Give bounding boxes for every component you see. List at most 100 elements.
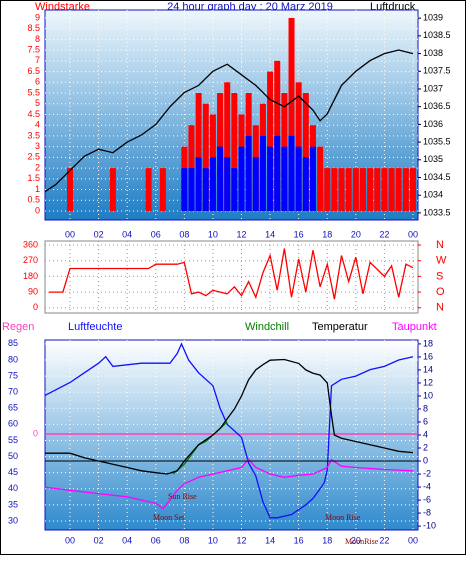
- y2-tick-label: 1037: [423, 83, 443, 93]
- wind-bar: [288, 135, 295, 211]
- y2-tick-label: 1033.5: [423, 207, 451, 217]
- y2-tick-label: 1038: [423, 48, 443, 58]
- y-tick-label: 2.5: [27, 152, 40, 162]
- wind-bar: [381, 168, 388, 211]
- y2-tick-label: 14: [423, 364, 433, 374]
- x-tick-label: 04: [122, 229, 132, 239]
- y-tick-label: 80: [8, 354, 18, 364]
- wind-bar: [295, 146, 302, 211]
- y2-tick-label: 1034: [423, 190, 443, 200]
- y-tick-label: 1: [35, 184, 40, 194]
- y-tick-label: 65: [8, 403, 18, 413]
- wind-bar: [202, 103, 209, 211]
- wind-bar: [181, 168, 188, 211]
- x-tick-label: 22: [379, 229, 389, 239]
- x-tick-label: 00: [408, 535, 418, 545]
- series-line: [44, 49, 414, 193]
- y-tick-label: 90: [28, 286, 38, 296]
- y-tick-label: 6: [35, 77, 40, 87]
- x-tick-label: 10: [208, 535, 218, 545]
- y2-tick-label: 1036: [423, 119, 443, 129]
- legend-label: Temperatur: [312, 321, 368, 333]
- y2-tick-label: 1036.5: [423, 101, 451, 111]
- x-tick-label: 22: [379, 535, 389, 545]
- wind-bar: [231, 93, 238, 211]
- x-tick-label: 20: [351, 229, 361, 239]
- wind-bar: [224, 157, 231, 211]
- legend-label: Windchill: [245, 321, 289, 333]
- x-tick-label: 00: [65, 535, 75, 545]
- wind-bar: [224, 82, 231, 211]
- wind-bar: [252, 157, 259, 211]
- x-tick-label: 12: [236, 535, 246, 545]
- wind-bar: [367, 168, 374, 211]
- x-tick-label: 10: [208, 229, 218, 239]
- y-tick-label: 60: [8, 419, 18, 429]
- wind-bar: [67, 168, 74, 211]
- wind-bar: [274, 135, 281, 211]
- wind-bar: [267, 71, 274, 211]
- y-tick-label: 9: [35, 12, 40, 22]
- y2-tick-label: -4: [423, 481, 431, 491]
- wind-bar: [195, 157, 202, 211]
- series-line: [44, 458, 414, 510]
- annotation: MoonRise: [345, 537, 379, 546]
- y3-tick-label: 0: [33, 428, 38, 438]
- series-line: [44, 342, 414, 519]
- y2-tick-label: 16: [423, 351, 433, 361]
- wind-bar: [245, 135, 252, 211]
- y2-tick-label: 1035.5: [423, 136, 451, 146]
- y2-tick-label: N: [436, 239, 444, 251]
- y2-tick-label: 6: [423, 416, 428, 426]
- wind-bar: [309, 146, 316, 211]
- wind-bar: [359, 168, 366, 211]
- wind-bar: [331, 168, 338, 211]
- y2-tick-label: 12: [423, 377, 433, 387]
- y-tick-label: 2: [35, 162, 40, 172]
- wind-bar: [302, 157, 309, 211]
- wind-bar: [409, 168, 416, 211]
- wind-bar: [188, 168, 195, 211]
- y-tick-label: 70: [8, 387, 18, 397]
- plot-area: [44, 240, 419, 314]
- legend-label: Regen: [2, 321, 34, 333]
- y-tick-label: 85: [8, 338, 18, 348]
- y-tick-label: 45: [8, 467, 18, 477]
- wind-bar: [345, 168, 352, 211]
- wind-bar: [159, 168, 166, 211]
- wind-bar: [352, 168, 359, 211]
- y2-tick-label: W: [436, 255, 447, 267]
- y2-tick-label: -6: [423, 494, 431, 504]
- y2-tick-label: -10: [423, 520, 436, 530]
- plots: 00 02 04 06 08 10 12 14 16 18 20 22 0000.511.522.533…: [2, 9, 451, 546]
- y-tick-label: 4.5: [27, 109, 40, 119]
- y-tick-label: 0.5: [27, 195, 40, 205]
- y2-tick-label: -8: [423, 507, 431, 517]
- x-tick-label: 02: [94, 229, 104, 239]
- y2-tick-label: 0: [423, 455, 428, 465]
- wind-bar: [317, 146, 324, 211]
- wind-bar: [267, 146, 274, 211]
- y-tick-label: 0: [33, 302, 38, 312]
- y-tick-label: 7: [35, 55, 40, 65]
- wind-bar: [324, 168, 331, 211]
- wind-bar: [202, 168, 209, 211]
- wind-bar: [231, 168, 238, 211]
- y-tick-label: 270: [23, 255, 38, 265]
- annotation: Sun Rise: [168, 492, 197, 501]
- x-tick-label: 06: [151, 229, 161, 239]
- y2-tick-label: 2: [423, 442, 428, 452]
- wind-bar: [238, 146, 245, 211]
- y-tick-label: 30: [8, 515, 18, 525]
- wind-bar: [195, 93, 202, 211]
- y-tick-label: 5: [35, 98, 40, 108]
- x-tick-label: 16: [294, 229, 304, 239]
- series-line: [48, 248, 414, 300]
- wind-bar: [217, 146, 224, 211]
- y-tick-label: 4: [35, 120, 40, 130]
- y-tick-label: 75: [8, 370, 18, 380]
- wind-bar: [288, 17, 295, 211]
- y-tick-label: 180: [23, 271, 38, 281]
- annotation: Moon Rise: [325, 513, 361, 522]
